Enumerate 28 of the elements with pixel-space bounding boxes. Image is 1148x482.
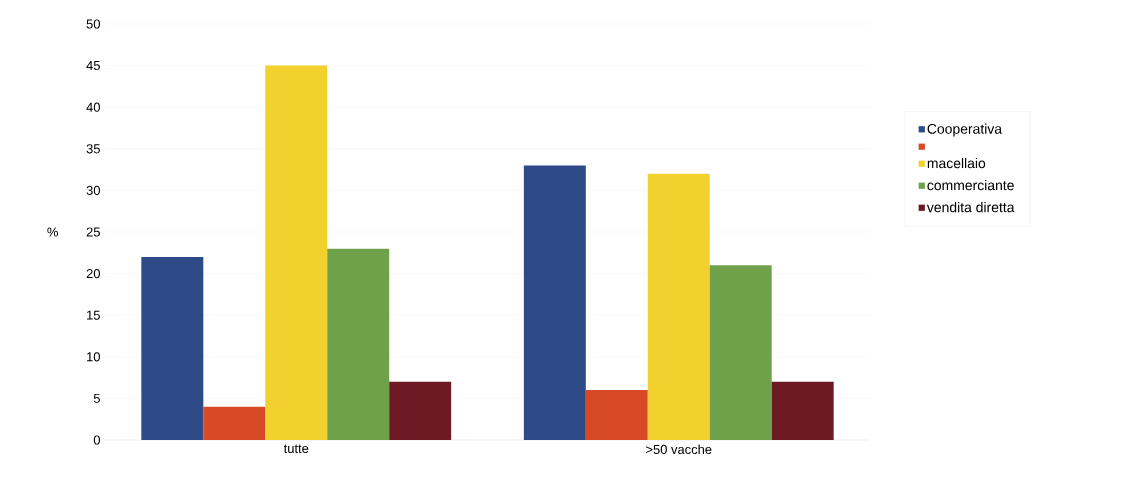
y-tick-label: 40 (86, 102, 100, 112)
y-tick-label: 0 (93, 435, 100, 445)
bar (389, 381, 452, 440)
bar (203, 406, 266, 440)
bar (585, 390, 648, 440)
y-tick-label: 25 (86, 227, 100, 237)
bar (327, 248, 390, 440)
y-tick-label: 30 (86, 185, 100, 195)
bar (709, 265, 772, 440)
bar (771, 381, 834, 440)
bar (523, 165, 586, 440)
y-tick-label: 5 (93, 393, 100, 403)
x-tick-label: >50 vacche (646, 444, 712, 455)
y-tick-label: 45 (86, 61, 100, 71)
legend-label: macellaio (927, 157, 986, 169)
bar (141, 256, 204, 440)
bar (647, 173, 710, 440)
legend-label: commerciante (927, 179, 1014, 191)
y-tick-label: 20 (86, 269, 100, 279)
y-axis-title: % (47, 227, 58, 237)
x-tick-label: tutte (283, 444, 309, 454)
y-tick-label: 35 (86, 144, 100, 154)
legend-label: Cooperativa (927, 123, 1003, 137)
y-tick-label: 10 (87, 352, 100, 362)
y-tick-label: 50 (86, 19, 100, 29)
bar (265, 65, 328, 440)
y-tick-label: 15 (87, 310, 100, 320)
legend-label: vendita diretta (926, 202, 1015, 213)
